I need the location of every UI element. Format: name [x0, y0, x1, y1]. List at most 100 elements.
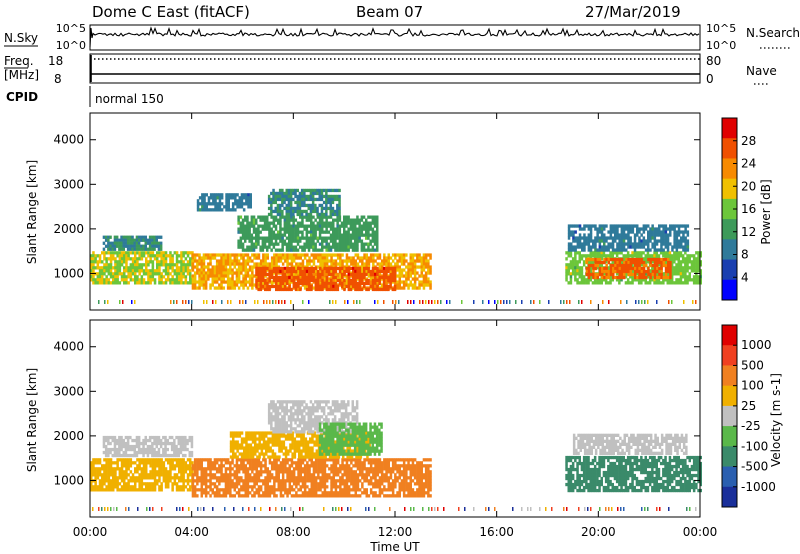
- data-cell: [153, 453, 156, 458]
- data-cell: [644, 260, 647, 264]
- data-cell: [126, 453, 130, 458]
- data-cell: [305, 233, 309, 237]
- data-cell: [191, 461, 194, 465]
- data-cell: [169, 479, 172, 483]
- data-cell: [262, 253, 265, 257]
- data-cell: [92, 260, 95, 264]
- data-cell: [699, 275, 702, 279]
- data-cell: [148, 238, 152, 242]
- data-cell: [369, 239, 372, 243]
- data-cell: [353, 300, 355, 304]
- data-cell: [92, 275, 95, 279]
- data-cell: [570, 245, 573, 249]
- data-cell: [244, 224, 247, 228]
- data-cell: [416, 461, 419, 465]
- data-cell: [695, 266, 698, 270]
- data-cell: [175, 260, 179, 264]
- data-cell: [356, 242, 359, 246]
- data-cell: [640, 254, 643, 258]
- data-cell: [354, 275, 357, 280]
- data-cell: [123, 476, 126, 480]
- data-cell: [341, 284, 344, 289]
- data-cell: [585, 266, 589, 271]
- data-cell: [272, 188, 275, 193]
- data-cell: [695, 260, 698, 264]
- data-cell: [171, 476, 174, 480]
- data-cell: [290, 248, 293, 252]
- data-cell: [244, 283, 247, 287]
- data-cell: [184, 257, 188, 261]
- data-cell: [246, 245, 249, 249]
- data-cell: [321, 262, 324, 266]
- data-cell: [339, 256, 342, 260]
- data-cell: [116, 467, 119, 471]
- data-cell: [238, 202, 241, 206]
- data-cell: [151, 461, 155, 465]
- data-cell: [193, 277, 197, 281]
- data-cell: [396, 280, 399, 284]
- data-cell: [294, 233, 298, 237]
- data-cell: [124, 447, 128, 452]
- data-cell: [175, 453, 178, 458]
- data-cell: [240, 205, 244, 209]
- data-cell: [198, 286, 201, 290]
- data-cell: [336, 197, 339, 202]
- data-cell: [198, 196, 202, 200]
- data-cell: [257, 278, 260, 283]
- data-cell: [336, 272, 340, 277]
- data-cell: [103, 476, 106, 480]
- data-cell: [686, 245, 690, 249]
- data-cell: [133, 453, 136, 458]
- data-cell: [316, 275, 320, 280]
- data-cell: [322, 200, 326, 205]
- data-cell: [692, 263, 696, 267]
- data-cell: [138, 266, 141, 270]
- data-cell: [246, 262, 250, 266]
- data-cell: [297, 287, 300, 292]
- data-cell: [305, 215, 309, 219]
- data-cell: [667, 275, 670, 280]
- data-cell: [354, 233, 357, 237]
- data-cell: [334, 275, 337, 280]
- data-cell: [680, 242, 683, 246]
- data-cell: [587, 224, 591, 228]
- data-cell: [118, 247, 121, 251]
- data-cell: [660, 224, 663, 228]
- data-cell: [123, 260, 126, 264]
- data-cell: [170, 447, 174, 452]
- data-cell: [340, 245, 344, 249]
- data-cell: [308, 281, 311, 286]
- data-cell: [274, 215, 278, 219]
- data-cell: [173, 269, 177, 273]
- data-cell: [600, 245, 604, 249]
- data-cell: [131, 278, 135, 282]
- data-cell: [129, 272, 133, 276]
- data-cell: [657, 278, 661, 282]
- data-cell: [209, 262, 212, 266]
- data-cell: [162, 461, 166, 465]
- data-cell: [365, 221, 368, 225]
- data-cell: [669, 233, 672, 237]
- data-cell: [629, 272, 633, 277]
- data-cell: [565, 263, 568, 267]
- data-cell: [622, 236, 626, 240]
- data-cell: [340, 248, 344, 252]
- data-cell: [127, 458, 130, 462]
- data-cell: [666, 281, 669, 285]
- data-cell: [323, 245, 326, 249]
- data-cell: [372, 253, 375, 257]
- data-cell: [114, 260, 117, 264]
- data-cell: [560, 300, 562, 304]
- data-cell: [124, 238, 128, 242]
- data-cell: [587, 233, 591, 237]
- data-cell: [158, 473, 161, 477]
- data-cell: [98, 260, 102, 264]
- data-cell: [668, 251, 672, 255]
- data-cell: [107, 441, 110, 446]
- data-cell: [323, 274, 327, 278]
- data-cell: [373, 236, 377, 240]
- data-cell: [668, 254, 672, 258]
- data-cell: [611, 251, 614, 255]
- data-cell: [182, 272, 185, 276]
- data-cell: [131, 476, 135, 480]
